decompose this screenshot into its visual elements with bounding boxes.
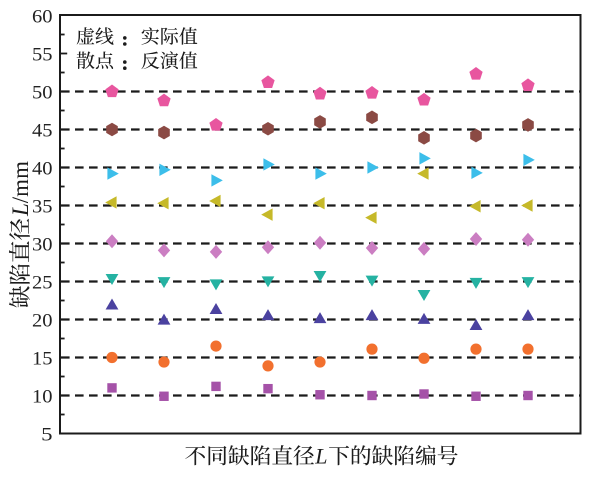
svg-text:25: 25 (32, 273, 53, 294)
svg-text:20: 20 (32, 311, 53, 332)
svg-text:45: 45 (32, 121, 53, 142)
svg-text:30: 30 (32, 235, 53, 256)
svg-text:5: 5 (41, 425, 52, 446)
svg-text:55: 55 (32, 45, 53, 66)
svg-text:15: 15 (32, 349, 53, 370)
svg-text:40: 40 (32, 159, 53, 180)
svg-text:10: 10 (32, 387, 53, 408)
svg-text:35: 35 (32, 197, 53, 218)
svg-text:50: 50 (32, 83, 53, 104)
svg-text:60: 60 (32, 7, 53, 28)
svg-text:L: L (314, 444, 327, 469)
svg-text:L/mm: L/mm (8, 161, 33, 217)
